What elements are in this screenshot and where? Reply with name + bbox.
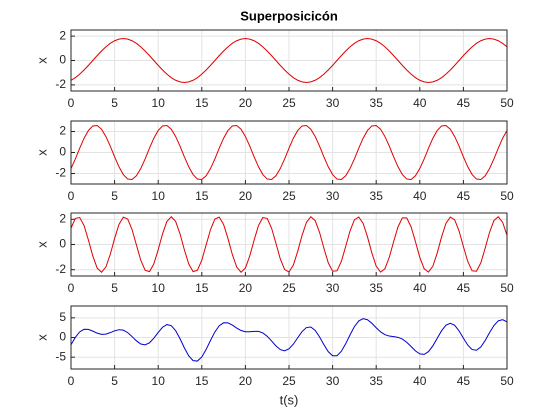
y-tick-label: -5 [55, 349, 66, 363]
x-tick-label: 15 [195, 96, 209, 110]
x-tick-label: 15 [195, 189, 209, 203]
y-tick-label: -2 [55, 166, 66, 180]
x-tick-label: 0 [68, 189, 75, 203]
x-tick-label: 15 [195, 281, 209, 295]
axes-box [70, 305, 508, 370]
y-axis-label: x [34, 57, 49, 64]
x-tick-label: 5 [111, 189, 118, 203]
x-tick-label: 45 [457, 189, 471, 203]
y-tick-label: 0 [59, 330, 66, 344]
x-tick-label: 30 [326, 96, 340, 110]
axes-box [70, 29, 508, 92]
x-tick-label: 10 [152, 374, 166, 388]
x-tick-label: 0 [68, 374, 75, 388]
x-tick-label: 25 [282, 374, 296, 388]
x-tick-label: 25 [282, 96, 296, 110]
x-tick-label: 40 [413, 281, 427, 295]
x-tick-label: 40 [413, 374, 427, 388]
x-tick-label: 20 [239, 374, 253, 388]
chart-title: Superposicicón [240, 8, 338, 23]
y-axis-label: x [34, 241, 49, 248]
data-line [70, 38, 508, 83]
x-axis-label: t(s) [280, 392, 299, 407]
y-tick-label: 2 [59, 124, 66, 138]
x-tick-label: 45 [457, 96, 471, 110]
y-tick-label: 2 [59, 28, 66, 42]
x-tick-label: 50 [500, 374, 514, 388]
x-tick-label: 15 [195, 374, 209, 388]
axes-box [70, 120, 508, 185]
y-axis-label: x [34, 334, 49, 341]
x-tick-label: 25 [282, 189, 296, 203]
x-tick-label: 35 [370, 96, 384, 110]
x-tick-label: 20 [239, 189, 253, 203]
data-line [70, 318, 508, 362]
x-tick-label: 20 [239, 96, 253, 110]
data-line [70, 216, 508, 273]
y-tick-label: 2 [59, 211, 66, 225]
x-tick-label: 45 [457, 374, 471, 388]
y-tick-label: -2 [55, 262, 66, 276]
y-axis-label: x [34, 149, 49, 156]
x-tick-label: 0 [68, 96, 75, 110]
y-tick-label: 5 [59, 310, 66, 324]
x-tick-label: 0 [68, 281, 75, 295]
y-tick-label: 0 [59, 53, 66, 67]
x-tick-label: 40 [413, 96, 427, 110]
x-tick-label: 30 [326, 189, 340, 203]
x-tick-label: 10 [152, 281, 166, 295]
y-tick-label: 0 [59, 237, 66, 251]
x-tick-label: 10 [152, 189, 166, 203]
x-tick-label: 30 [326, 281, 340, 295]
x-tick-label: 35 [370, 281, 384, 295]
x-tick-label: 40 [413, 189, 427, 203]
data-line [70, 125, 508, 180]
y-tick-label: -2 [55, 77, 66, 91]
x-tick-label: 50 [500, 189, 514, 203]
x-tick-label: 25 [282, 281, 296, 295]
axes-box [70, 212, 508, 277]
x-tick-label: 50 [500, 281, 514, 295]
x-tick-label: 20 [239, 281, 253, 295]
x-tick-label: 5 [111, 374, 118, 388]
x-tick-label: 5 [111, 281, 118, 295]
x-tick-label: 35 [370, 374, 384, 388]
x-tick-label: 50 [500, 96, 514, 110]
x-tick-label: 5 [111, 96, 118, 110]
x-tick-label: 45 [457, 281, 471, 295]
x-tick-label: 10 [152, 96, 166, 110]
x-tick-label: 30 [326, 374, 340, 388]
x-tick-label: 35 [370, 189, 384, 203]
y-tick-label: 0 [59, 145, 66, 159]
